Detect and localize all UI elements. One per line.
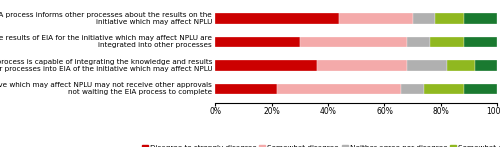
Bar [412,13,436,24]
Bar [446,60,475,71]
Bar [475,60,498,71]
Legend: Disagree to strongly disagree, Somewhat disagree, Neither agree nor disagree, So: Disagree to strongly disagree, Somewhat … [141,144,500,147]
Bar [215,37,300,47]
Bar [407,60,447,71]
Bar [464,83,498,94]
Bar [402,83,424,94]
Bar [277,83,402,94]
Bar [407,37,430,47]
Bar [436,13,464,24]
Bar [464,13,498,24]
Bar [464,37,498,47]
Bar [424,83,464,94]
Bar [340,13,412,24]
Bar [300,37,407,47]
Bar [430,37,464,47]
Bar [215,13,340,24]
Bar [215,83,277,94]
Bar [215,60,316,71]
Bar [316,60,407,71]
